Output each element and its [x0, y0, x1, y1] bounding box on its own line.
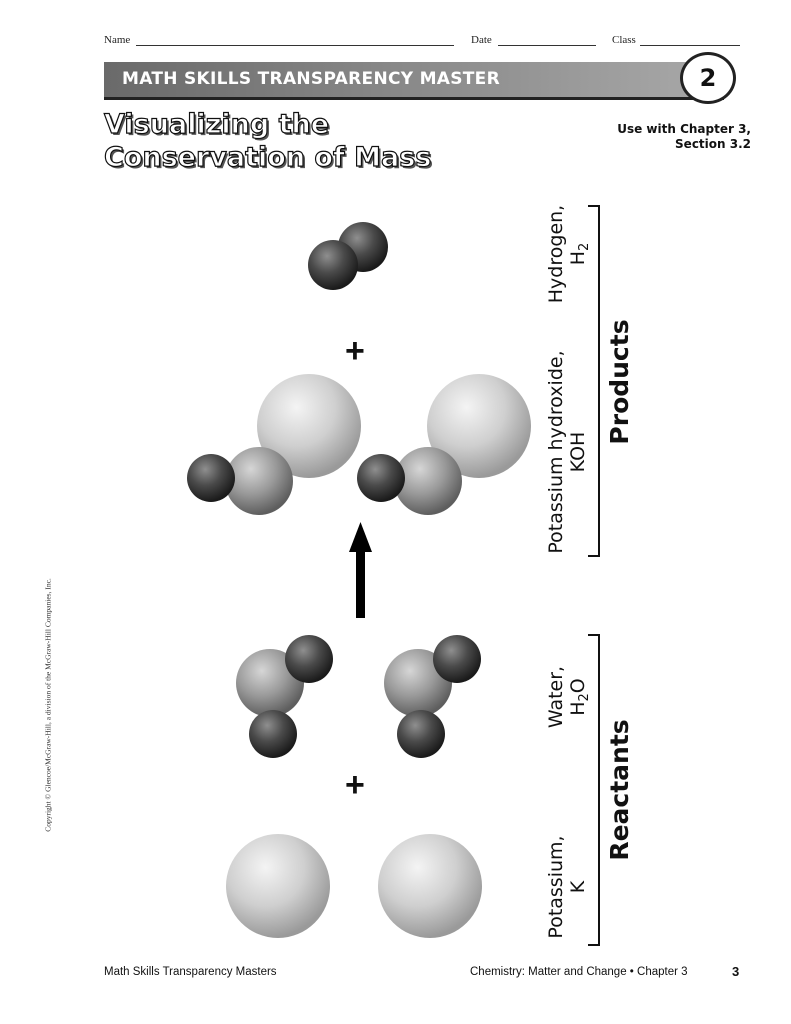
use-with-note: Use with Chapter 3, Section 3.2: [617, 122, 751, 152]
water-molecule: [236, 635, 333, 758]
page-title-line-2: Conservation of Mass: [103, 141, 432, 173]
potassium-atom: [257, 374, 361, 478]
products-bracket: [588, 205, 600, 557]
hydrogen-atom: [285, 635, 333, 683]
footer-left: Math Skills Transparency Masters: [104, 966, 277, 978]
potassium-atom: [226, 834, 330, 938]
hydrogen-molecule: [308, 222, 388, 290]
hydrogen-name: Hydrogen,: [545, 204, 567, 304]
class-field[interactable]: [640, 45, 740, 46]
reaction-arrow: [349, 522, 372, 618]
potassium-atom: [427, 374, 531, 478]
potassium-atom: [378, 834, 482, 938]
water-name: Water,: [545, 665, 567, 729]
reactants-bracket: [588, 634, 600, 946]
page-title: Visualizing the Conservation of Mass: [103, 108, 432, 174]
page-title-line-1: Visualizing the: [103, 108, 330, 140]
date-label: Date: [471, 34, 492, 46]
hydrogen-atom: [433, 635, 481, 683]
name-field[interactable]: [136, 45, 454, 46]
hydrogen-atom: [357, 454, 405, 502]
name-label: Name: [104, 34, 131, 46]
banner-title: MATH SKILLS TRANSPARENCY MASTER: [122, 69, 500, 89]
hydrogen-atom: [249, 710, 297, 758]
potassium-formula: K: [567, 880, 589, 894]
oxygen-atom: [394, 447, 462, 515]
koh-molecule: [187, 374, 361, 515]
transparency-number-badge: 2: [680, 52, 736, 104]
koh-name: Potassium hydroxide,: [545, 350, 567, 554]
use-with-line-2: Section 3.2: [675, 137, 751, 151]
header-banner: [104, 62, 724, 100]
date-field[interactable]: [498, 45, 596, 46]
water-formula: H2O: [567, 678, 592, 716]
koh-formula: KOH: [567, 431, 589, 473]
hydrogen-formula: H2: [567, 242, 592, 266]
plus-sign: +: [345, 766, 365, 804]
hydrogen-atom: [308, 240, 358, 290]
potassium-name: Potassium,: [545, 835, 567, 939]
oxygen-atom: [225, 447, 293, 515]
use-with-line-1: Use with Chapter 3,: [617, 122, 751, 136]
hydrogen-atom: [187, 454, 235, 502]
koh-molecule: [357, 374, 531, 515]
plus-sign: +: [345, 332, 365, 370]
water-molecule: [384, 635, 481, 758]
footer-right: Chemistry: Matter and Change • Chapter 3: [470, 966, 688, 978]
class-label: Class: [612, 34, 636, 46]
transparency-number: 2: [699, 64, 717, 92]
hydrogen-atom: [397, 710, 445, 758]
page-number: 3: [732, 964, 740, 979]
